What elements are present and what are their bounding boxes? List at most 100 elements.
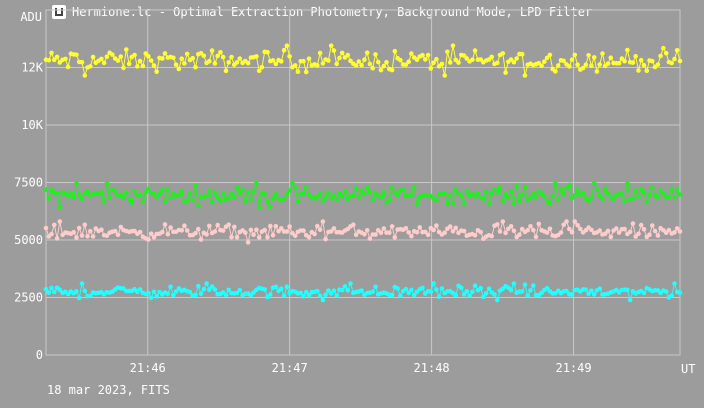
data-point [450,228,456,234]
data-point [71,195,76,201]
data-point [201,286,207,292]
data-point [320,219,326,224]
data-point [243,230,248,235]
data-point [220,191,226,197]
data-point [370,197,376,203]
data-point [553,180,558,186]
data-point [287,54,292,59]
data-point [146,186,151,192]
data-point [46,290,52,295]
data-point [572,219,578,224]
data-point [76,193,82,198]
data-point [229,191,234,197]
data-point [315,63,320,68]
data-point [279,226,284,231]
title-bar: Hermione.lc - Optimal Extraction Photome… [52,3,592,21]
data-point [638,57,644,63]
data-point [619,192,625,197]
data-point [531,227,536,233]
data-point [373,52,378,57]
data-point [464,188,470,194]
data-point [262,287,268,292]
data-point [132,52,137,58]
data-point [207,188,212,193]
data-point [470,57,475,62]
data-point [508,287,514,293]
data-point [519,226,525,232]
data-point [569,195,575,201]
data-point [207,287,212,293]
data-point [251,232,256,237]
data-point [99,56,104,62]
data-point [367,236,373,241]
data-point [447,192,453,198]
data-point [212,287,218,292]
data-point [661,191,666,197]
data-point [362,232,367,237]
data-point [126,61,132,67]
data-point [500,219,506,224]
data-point [273,61,279,67]
data-point [467,293,472,299]
data-point [531,283,536,288]
data-point [555,63,561,68]
data-point [533,194,539,200]
data-point [414,229,420,235]
data-point [245,190,251,195]
data-point [525,293,530,298]
data-point [339,50,345,56]
data-point [525,227,530,233]
data-point [193,230,198,236]
data-point [641,290,647,296]
data-point [495,190,500,195]
data-point [112,188,118,194]
data-point [71,229,76,235]
data-point [409,287,414,293]
data-point [528,224,533,229]
data-point [373,232,378,237]
data-point [389,185,395,191]
data-point [578,226,583,232]
data-point [636,68,641,73]
data-point [472,48,478,53]
data-point [65,64,71,70]
data-point [453,187,459,193]
data-point [663,289,669,294]
data-point [240,187,245,193]
data-point [630,221,636,226]
data-point [243,199,248,204]
data-point [542,194,547,199]
data-point [583,62,589,67]
data-point [511,228,517,234]
data-point [370,289,376,295]
data-point [245,240,251,245]
data-point [284,43,290,48]
data-point [442,73,448,78]
data-point [292,233,298,239]
data-point [168,225,173,230]
data-point [196,283,201,289]
data-point [151,191,157,197]
data-point [658,53,663,59]
data-point [356,59,362,64]
data-point [49,231,54,237]
data-point [641,227,647,232]
data-point [428,289,434,295]
data-point [453,292,459,298]
data-point [389,224,395,229]
data-point [193,292,198,298]
data-point [489,233,495,239]
data-point [633,188,638,193]
data-point [580,65,586,71]
data-point [586,198,591,203]
data-point [348,58,353,64]
data-point [46,196,52,201]
data-point [564,219,569,224]
data-point [677,192,683,197]
data-point [370,65,376,71]
data-point [627,229,633,235]
data-point [674,48,680,53]
data-point [359,288,364,293]
data-point [652,228,658,234]
